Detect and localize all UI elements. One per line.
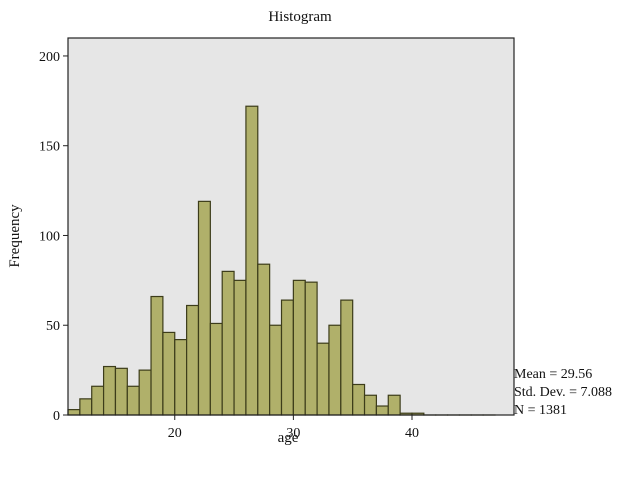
y-tick-label: 50	[46, 319, 60, 334]
x-axis-label: age	[278, 430, 299, 446]
summary-stats: Mean = 29.56 Std. Dev. = 7.088 N = 1381	[514, 366, 612, 420]
histogram-bar	[292, 279, 306, 416]
histogram-bar	[91, 385, 105, 416]
histogram-bar	[221, 270, 235, 416]
histogram-bar	[174, 339, 188, 416]
histogram-bar	[197, 200, 211, 416]
x-tick-label: 20	[168, 426, 182, 441]
histogram-bar	[304, 281, 318, 416]
histogram-bar	[280, 299, 294, 416]
axes-group: 0 50 100 150 200 20 30 40	[39, 37, 515, 441]
histogram-bar	[102, 365, 117, 416]
histogram-bar	[375, 405, 389, 416]
histogram-bar	[233, 279, 247, 416]
stat-mean: Mean = 29.56	[514, 367, 593, 382]
histogram-bar	[257, 263, 271, 416]
stat-std-dev: Std. Dev. = 7.088	[514, 385, 612, 400]
histogram-bar	[352, 383, 366, 416]
histogram-bar	[245, 105, 259, 416]
plot-frame	[67, 37, 515, 416]
histogram-bar	[150, 295, 164, 416]
histogram-bar	[79, 398, 93, 416]
y-axis-label: Frequency	[7, 204, 23, 268]
histogram-bar	[186, 304, 200, 416]
histogram-bar	[387, 394, 401, 416]
x-tick-label: 40	[405, 426, 419, 441]
histogram-bar	[162, 331, 176, 416]
histogram-bar	[138, 369, 152, 416]
histogram-bar	[328, 324, 342, 416]
chart-title: Histogram	[268, 9, 332, 25]
histogram-bar	[340, 299, 354, 416]
stat-n: N = 1381	[514, 403, 568, 418]
x-tick-label: 30	[286, 426, 300, 441]
y-tick-label: 100	[39, 229, 60, 244]
y-tick-label: 0	[53, 409, 60, 424]
histogram-bar	[209, 322, 223, 416]
histogram-bar	[67, 409, 81, 416]
histogram-bar	[126, 385, 140, 416]
y-tick-label: 200	[39, 50, 60, 65]
histogram-bar	[269, 324, 283, 416]
histogram-bar	[316, 342, 330, 416]
histogram-bar	[114, 367, 128, 416]
y-tick-label: 150	[39, 140, 60, 155]
histogram-bar	[363, 394, 378, 416]
